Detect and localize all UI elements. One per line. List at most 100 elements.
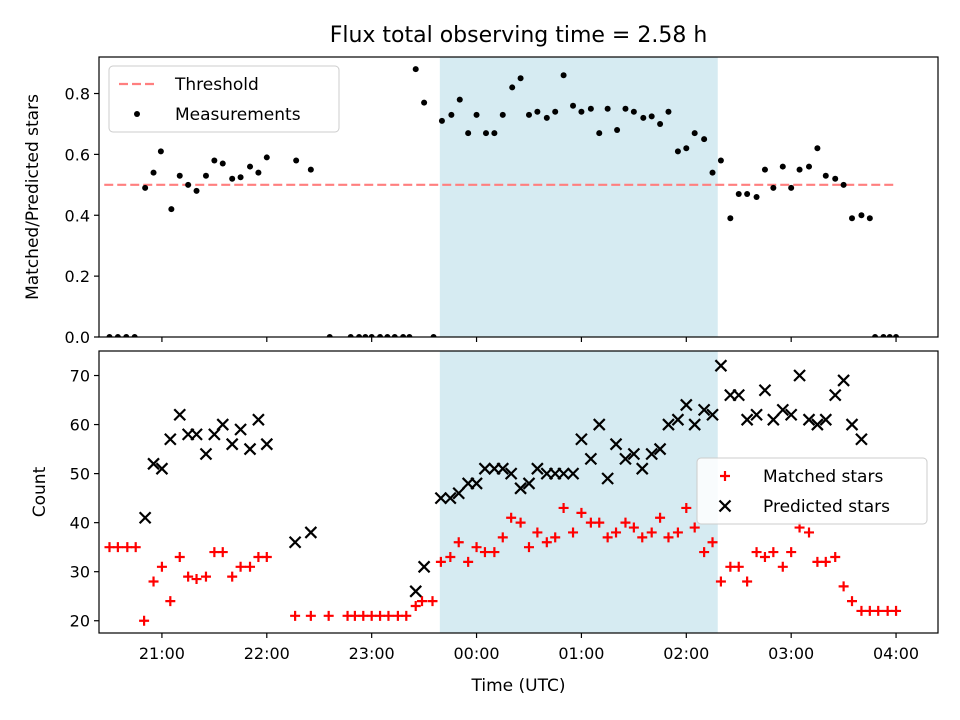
matched-stars-point <box>838 581 849 592</box>
predicted-stars-point <box>740 413 754 426</box>
matched-stars-point <box>445 551 456 562</box>
x-axis-label: Time (UTC) <box>471 676 566 696</box>
measurements-point <box>872 334 879 337</box>
matched-stars-point <box>410 601 421 612</box>
predicted-stars-point <box>635 462 649 475</box>
measurements-point <box>552 108 559 115</box>
matched-stars-point <box>725 561 736 572</box>
measurements-point <box>368 334 375 337</box>
y-tick-label: 0.6 <box>65 145 90 164</box>
measurements-point <box>114 334 121 337</box>
measurements-point <box>362 334 369 337</box>
measurements-point <box>886 334 893 337</box>
measurements-point <box>131 334 138 337</box>
matched-stars-point <box>733 561 744 572</box>
predicted-stars-point <box>504 467 518 480</box>
measurements-point <box>770 184 777 191</box>
measurements-point <box>893 334 900 337</box>
predicted-stars-point <box>750 408 763 422</box>
measurements-point <box>709 169 716 176</box>
predicted-stars-point <box>260 437 274 451</box>
measurements-point <box>832 175 839 182</box>
matched-stars-point <box>227 571 238 582</box>
matched-stars-point <box>245 561 256 572</box>
measurements-point <box>307 166 314 173</box>
measurements-point <box>587 105 594 112</box>
matched-stars-point <box>235 561 246 572</box>
legend-box <box>696 457 928 525</box>
predicted-stars-point <box>234 423 247 436</box>
y-tick-label: 0.2 <box>65 267 90 286</box>
measurements-point <box>648 113 655 120</box>
matched-stars-point <box>856 605 867 616</box>
measurements-point <box>614 127 621 134</box>
measurements-point <box>849 215 856 222</box>
measurements-point <box>691 130 698 137</box>
measurements-point <box>255 169 262 176</box>
predicted-stars-point <box>147 457 160 471</box>
measurements-point <box>438 117 445 124</box>
matched-stars-point <box>506 512 517 523</box>
matched-stars-point <box>594 517 605 528</box>
measurements-point <box>391 334 398 337</box>
matched-stars-point <box>427 596 438 607</box>
measurements-point <box>211 157 218 164</box>
measurements-point <box>640 114 647 121</box>
measurements-point <box>753 194 760 200</box>
matched-stars-point <box>130 542 141 553</box>
matched-stars-point <box>323 610 334 621</box>
matched-stars-point <box>891 605 902 616</box>
predicted-stars-point <box>584 452 598 466</box>
predicted-stars-point <box>671 413 685 426</box>
matched-stars-point <box>183 571 194 582</box>
measurements-point <box>465 130 472 137</box>
matched-stars-point <box>820 556 831 567</box>
predicted-stars-point <box>478 462 492 475</box>
matched-stars-point <box>305 610 316 621</box>
predicted-stars-point <box>288 535 302 549</box>
predicted-stars-point <box>496 462 510 475</box>
x-tick-label: 22:00 <box>244 644 290 663</box>
measurements-point <box>499 111 506 118</box>
matched-stars-point <box>602 532 613 543</box>
matched-stars-point <box>759 551 770 562</box>
predicted-stars-point <box>619 452 632 466</box>
measurements-point <box>779 163 786 170</box>
y-tick-label: 0.0 <box>65 328 90 347</box>
x-tick-label: 23:00 <box>349 644 395 663</box>
matched-stars-point <box>637 532 648 543</box>
plot-frame <box>98 350 939 634</box>
ratio-panel: 0.0 0.2 0.4 0.6 0.8 Matched/Predicted stars Th… <box>23 56 939 347</box>
measurements-point <box>448 111 455 118</box>
measurements-point <box>400 334 407 337</box>
matched-stars-point <box>515 517 526 528</box>
predicted-stars-point <box>837 374 850 387</box>
predicted-stars-point <box>828 388 842 402</box>
predicted-stars-point <box>680 398 693 412</box>
measurements-point <box>185 181 192 188</box>
measurements-point <box>384 334 391 337</box>
measurements-point <box>622 105 629 112</box>
matched-stars-point <box>663 532 674 543</box>
measurements-point <box>293 157 300 164</box>
predicted-stars-point <box>645 447 658 461</box>
legend-label: Matched stars <box>763 467 883 487</box>
measurements-point <box>123 334 130 337</box>
measurements-point <box>701 136 708 143</box>
x-tick-label: 01:00 <box>558 644 604 663</box>
matched-stars-point <box>435 556 446 567</box>
predicted-stars-point <box>627 447 641 461</box>
matched-stars-point <box>174 551 185 562</box>
measurements-point <box>326 334 333 337</box>
x-tick-label: 21:00 <box>139 644 185 663</box>
matched-stars-point <box>209 547 220 558</box>
measurements-point <box>406 334 413 337</box>
measurements-point <box>202 172 209 179</box>
y-tick-label: 20 <box>70 612 90 631</box>
matched-stars-point <box>261 551 272 562</box>
measurements-point <box>193 187 200 194</box>
measurements-point <box>430 334 437 337</box>
predicted-stars-point <box>793 369 806 382</box>
predicted-stars-point <box>409 585 423 598</box>
predicted-stars-point <box>452 486 465 500</box>
